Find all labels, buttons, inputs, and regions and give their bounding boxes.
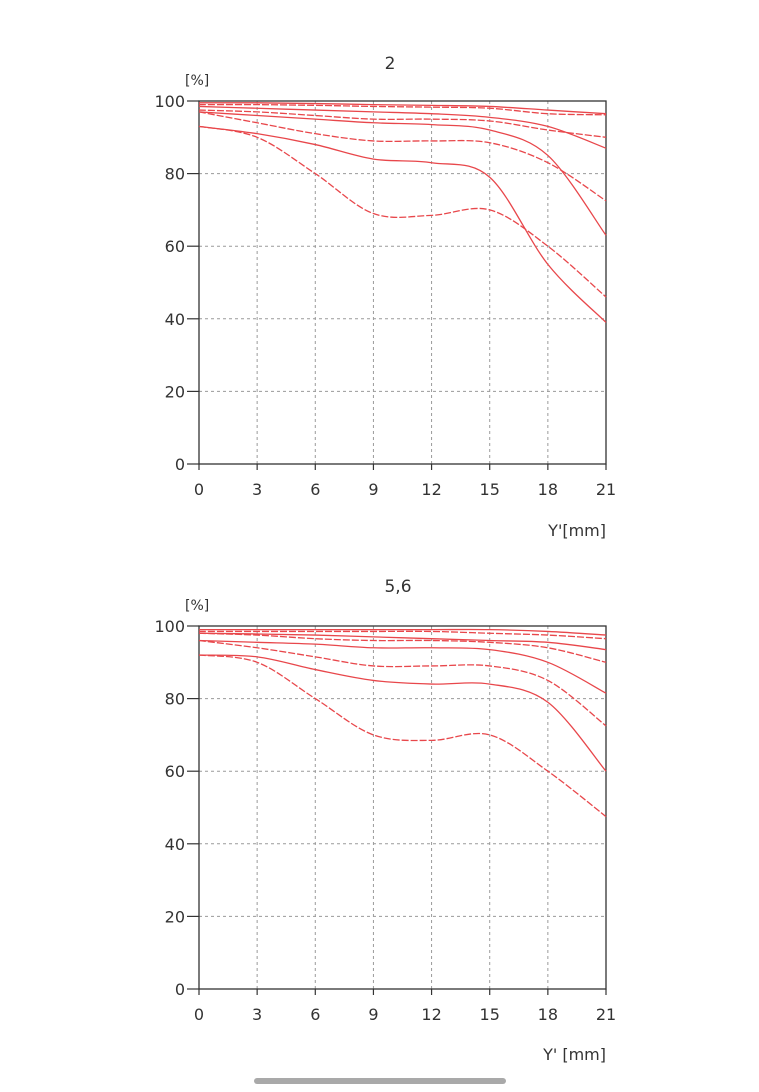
y-tick-label: 20 <box>165 907 185 926</box>
y-tick-label: 40 <box>165 835 185 854</box>
x-tick-label: 0 <box>194 1005 204 1024</box>
series-line-solid-1 <box>199 628 607 636</box>
series-line-solid-3 <box>198 639 607 694</box>
x-axis-label: Y' [mm] <box>542 1045 606 1064</box>
series-line-solid-3 <box>198 111 607 236</box>
y-axis-label: [%] <box>185 598 209 614</box>
chart-title: 5,6 <box>384 577 411 597</box>
x-tick-label: 3 <box>252 480 262 499</box>
chart-title: 2 <box>385 54 396 74</box>
y-tick-label: 60 <box>165 237 185 256</box>
series-line-dashed-4 <box>198 125 607 298</box>
series-line-dashed-3 <box>198 639 607 727</box>
x-tick-label: 6 <box>310 1005 320 1024</box>
y-tick-label: 80 <box>165 690 185 709</box>
x-tick-label: 9 <box>368 1005 378 1024</box>
series-line-solid-4 <box>198 125 607 323</box>
y-tick-label: 100 <box>154 92 185 111</box>
x-tick-label: 21 <box>596 480 616 499</box>
x-tick-label: 12 <box>421 1005 441 1024</box>
y-tick-label: 80 <box>165 165 185 184</box>
x-tick-label: 0 <box>194 480 204 499</box>
x-tick-label: 3 <box>252 1005 262 1024</box>
home-indicator[interactable] <box>254 1078 506 1084</box>
x-tick-label: 6 <box>310 480 320 499</box>
y-tick-label: 100 <box>154 617 185 636</box>
x-tick-label: 18 <box>538 480 558 499</box>
y-axis-label: [%] <box>185 73 209 89</box>
series-line-solid-1 <box>198 102 607 115</box>
x-tick-label: 21 <box>596 1005 616 1024</box>
x-tick-label: 9 <box>368 480 378 499</box>
x-tick-label: 18 <box>538 1005 558 1024</box>
series-line-dashed-1 <box>198 103 607 116</box>
plot-frame <box>198 625 607 990</box>
series-line-dashed-3 <box>198 111 607 202</box>
x-axis-label: Y'[mm] <box>547 521 606 540</box>
y-tick-label: 20 <box>165 382 185 401</box>
series-line-solid-4 <box>198 654 607 772</box>
plot-frame <box>198 100 607 465</box>
y-tick-label: 40 <box>165 310 185 329</box>
series-line-dashed-1 <box>199 630 607 640</box>
x-tick-label: 15 <box>480 480 500 499</box>
x-tick-label: 12 <box>421 480 441 499</box>
y-tick-label: 60 <box>165 762 185 781</box>
x-tick-label: 15 <box>480 1005 500 1024</box>
series-line-dashed-2 <box>198 632 607 663</box>
y-tick-label: 0 <box>175 980 185 999</box>
series-line-solid-2 <box>198 632 607 651</box>
series-line-dashed-2 <box>198 109 607 138</box>
series-line-solid-2 <box>198 105 607 149</box>
series-line-dashed-4 <box>198 654 607 818</box>
y-tick-label: 0 <box>175 455 185 474</box>
